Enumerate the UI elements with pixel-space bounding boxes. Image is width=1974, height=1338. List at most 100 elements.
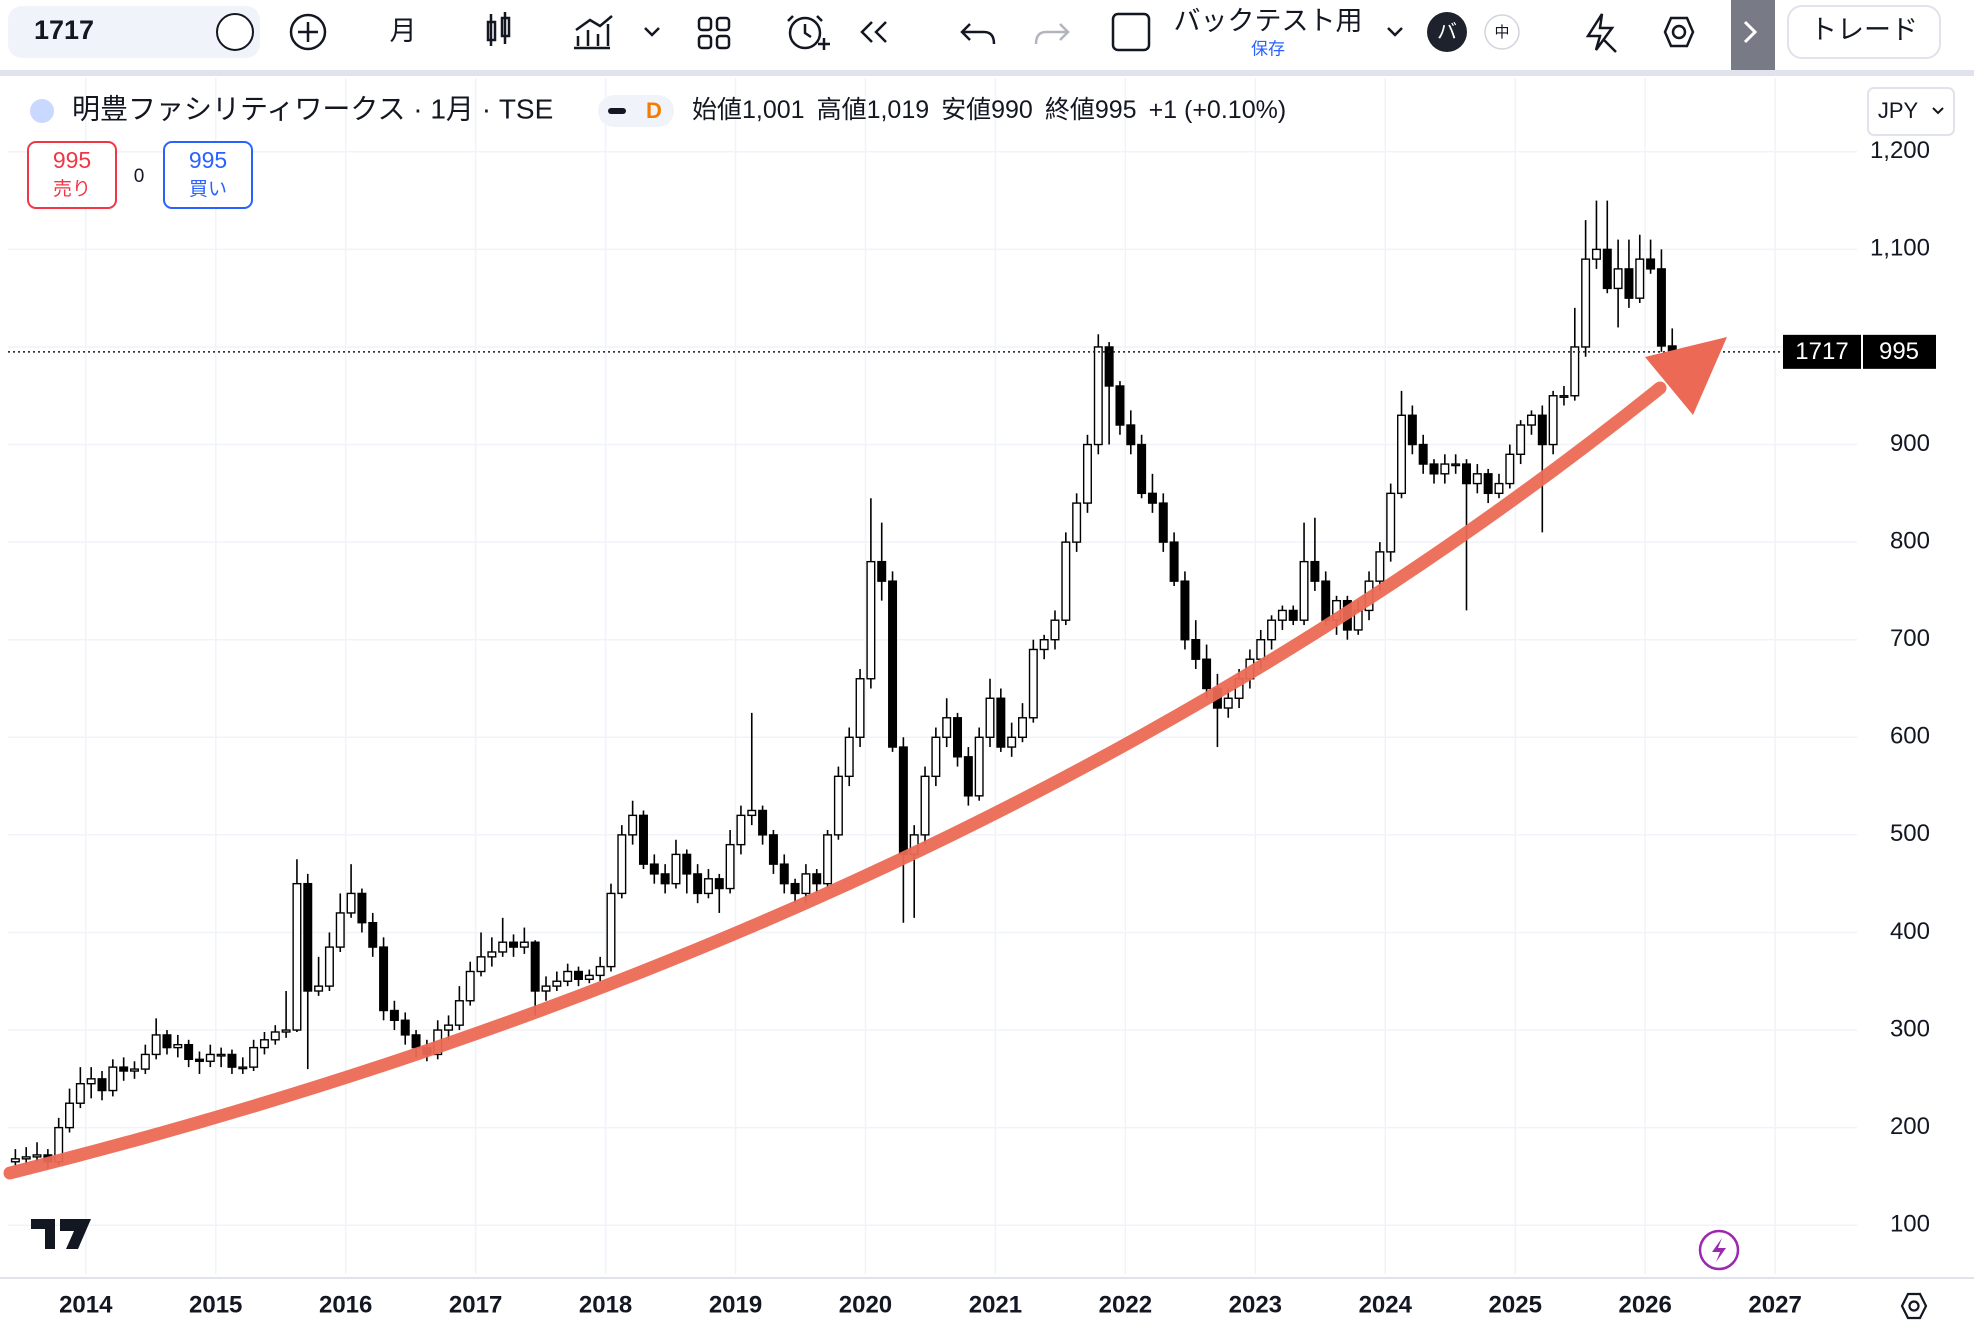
candle-body	[509, 941, 519, 948]
symbol-icon[interactable]	[216, 13, 254, 51]
spread: 0	[134, 166, 145, 187]
x-tick-label: 2027	[1748, 1291, 1801, 1318]
candle-body	[606, 892, 616, 968]
candle-body	[1310, 560, 1320, 582]
candle-body	[519, 941, 529, 948]
candle-body	[1548, 395, 1558, 446]
price-tag-label: 995	[1879, 338, 1919, 365]
interval[interactable]: 月	[390, 16, 417, 46]
x-tick-label: 2020	[839, 1291, 892, 1318]
candle-body	[541, 985, 551, 992]
x-tick-label: 2021	[969, 1291, 1022, 1318]
candle-body	[649, 863, 659, 875]
x-tick-label: 2025	[1489, 1291, 1542, 1318]
candle-body	[465, 970, 475, 1002]
candle-body	[563, 970, 573, 982]
candle-body	[97, 1078, 107, 1092]
settings[interactable]	[1663, 16, 1695, 48]
trade-button[interactable]	[1787, 5, 1941, 59]
candle-body	[1288, 609, 1298, 621]
tv-logo	[31, 1219, 91, 1249]
alert[interactable]	[787, 15, 830, 50]
symbol[interactable]: 1717	[34, 15, 94, 45]
candle-body	[595, 965, 605, 977]
quick-search[interactable]	[1585, 13, 1617, 53]
x-tick-label: 2023	[1229, 1291, 1282, 1318]
candle-body	[1624, 268, 1634, 299]
candle-body	[736, 814, 746, 846]
ohlc-item: 終値995	[1045, 96, 1137, 124]
candle-body	[140, 1053, 150, 1070]
candle-body	[953, 717, 963, 758]
candle-body	[530, 941, 540, 992]
layout-status: 保存	[1251, 39, 1285, 58]
avatar[interactable]	[1427, 12, 1467, 52]
candle-body	[1646, 258, 1656, 270]
candle-body	[129, 1068, 139, 1072]
price-tag-symbol	[1783, 334, 1861, 369]
candle-body	[303, 882, 313, 992]
fullscreen[interactable]	[1111, 12, 1151, 52]
y-tick-label: 600	[1890, 723, 1930, 750]
sell-button[interactable]	[27, 141, 117, 209]
badge-label: 中	[1494, 24, 1509, 41]
candle-body	[920, 775, 930, 836]
x-tick-label: 2018	[579, 1291, 632, 1318]
buy-label: 買い	[189, 179, 227, 200]
candle-body	[638, 814, 648, 865]
x-tick-label: 2022	[1099, 1291, 1152, 1318]
replay[interactable]	[860, 21, 887, 43]
candle-body	[617, 834, 627, 895]
add-symbol[interactable]	[289, 13, 327, 51]
buy-button[interactable]	[163, 141, 253, 209]
x-tick-label: 2026	[1618, 1291, 1671, 1318]
logo	[30, 99, 54, 123]
toolbar	[0, 0, 1974, 70]
candle-body	[844, 736, 854, 778]
axis-settings-dot	[1908, 1300, 1920, 1312]
candle-body	[1115, 385, 1125, 426]
layouts[interactable]	[697, 16, 731, 50]
candle-body	[888, 580, 898, 748]
candle-body	[476, 956, 486, 973]
currency-dropdown	[1932, 107, 1944, 115]
sell-price: 995	[53, 147, 91, 173]
dropdown[interactable]	[644, 27, 660, 37]
y-tick-label: 900	[1890, 430, 1930, 457]
candle-body	[1570, 346, 1580, 397]
layout-name[interactable]: バックテスト用	[1174, 6, 1363, 36]
candle-body	[389, 1009, 399, 1021]
candle-body	[671, 853, 681, 885]
candle-body	[1581, 258, 1591, 348]
trend-arrow	[3, 381, 1667, 1180]
candle-body	[931, 736, 941, 778]
y-tick-label: 100	[1890, 1211, 1930, 1238]
candle-body	[1169, 541, 1179, 582]
candle-body	[21, 1156, 31, 1160]
badge[interactable]	[1484, 14, 1520, 50]
candle-body	[963, 756, 973, 797]
candle-body	[779, 863, 789, 885]
x-tick-label: 2015	[189, 1291, 242, 1318]
candle-body	[573, 970, 583, 980]
symbol-search[interactable]	[8, 6, 260, 58]
candle-body	[368, 922, 378, 948]
y-tick-label: 500	[1890, 820, 1930, 847]
candle-body	[1407, 414, 1417, 446]
undo[interactable]	[960, 23, 996, 45]
candle-body	[1202, 658, 1212, 690]
indicators[interactable]	[574, 15, 613, 50]
candle-body	[1223, 697, 1233, 709]
chart-type[interactable]	[486, 12, 511, 46]
currency-button[interactable]	[1867, 87, 1955, 136]
redo	[1034, 23, 1070, 45]
candle-body	[823, 834, 833, 885]
candle-body	[1017, 717, 1027, 738]
candle-body	[747, 809, 757, 817]
layout-dropdown[interactable]	[1387, 27, 1403, 37]
candle-body	[379, 946, 389, 1012]
axis-settings[interactable]	[1900, 1292, 1928, 1320]
candle-body	[238, 1066, 248, 1070]
candle-body	[1126, 424, 1136, 446]
